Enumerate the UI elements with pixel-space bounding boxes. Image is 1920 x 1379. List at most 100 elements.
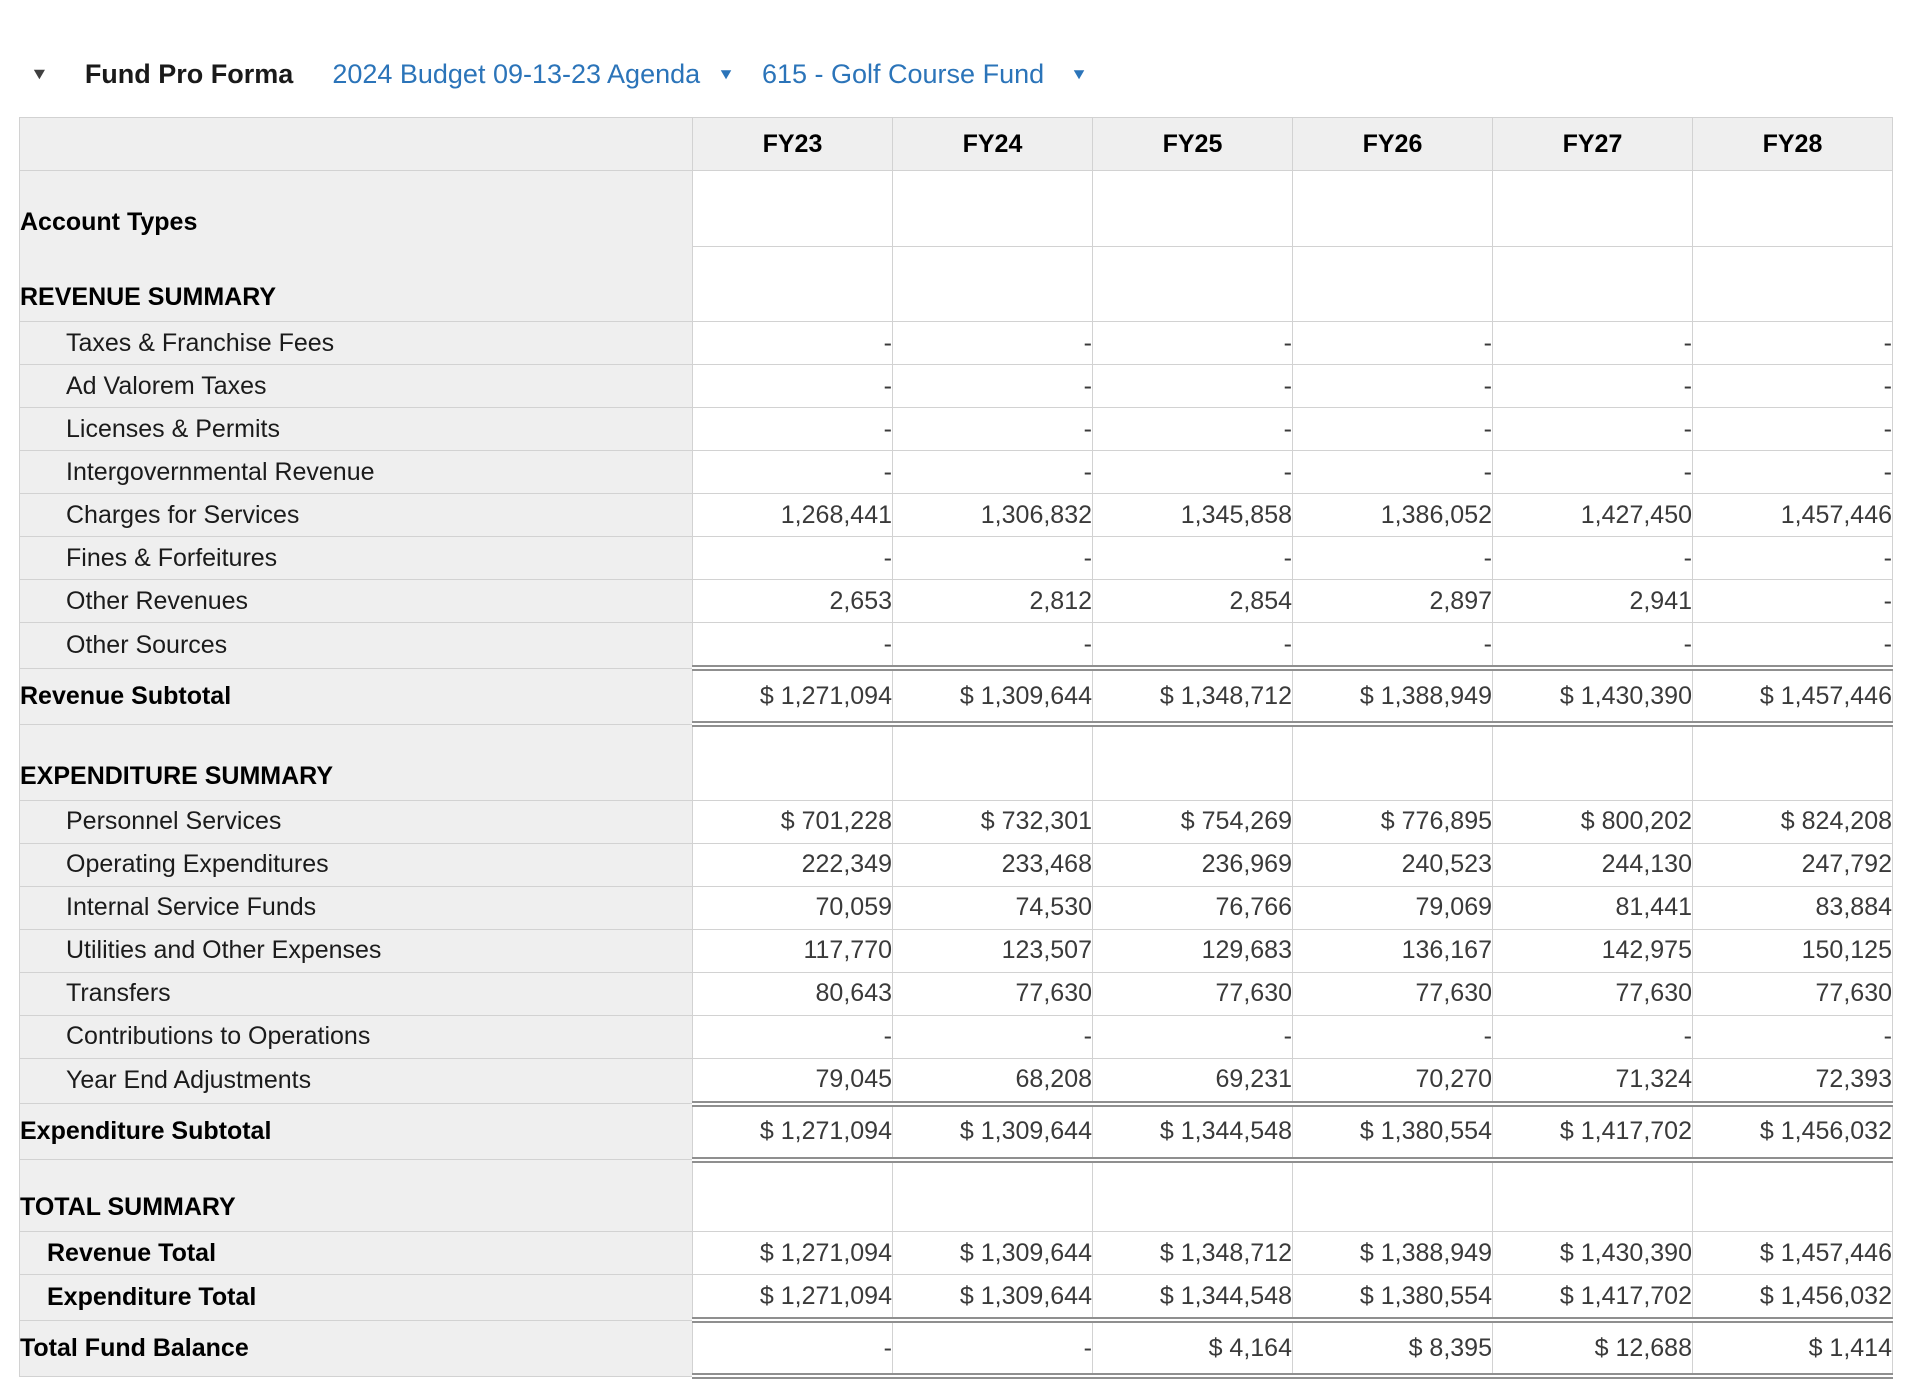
budget-selector-link[interactable]: 2024 Budget 09-13-23 Agenda bbox=[332, 58, 701, 89]
data-cell-fy24: $ 1,309,644 bbox=[892, 1100, 1093, 1163]
budget-dropdown-icon[interactable]: ▼ bbox=[717, 65, 735, 83]
data-cell-fy28 bbox=[1692, 723, 1893, 801]
data-cell-fy25: 77,630 bbox=[1092, 971, 1293, 1016]
row-label: Fines & Forfeitures bbox=[19, 536, 693, 580]
page-header: ▼ Fund Pro Forma 2024 Budget 09-13-23 Ag… bbox=[30, 56, 1088, 92]
fund-dropdown-icon[interactable]: ▼ bbox=[1070, 65, 1088, 83]
column-header-fy24: FY24 bbox=[892, 117, 1093, 171]
data-cell-fy23: - bbox=[692, 536, 893, 580]
data-cell-fy28: - bbox=[1692, 450, 1893, 494]
data-cell-fy25: - bbox=[1092, 450, 1293, 494]
data-cell-fy26: 240,523 bbox=[1292, 842, 1493, 887]
data-cell-fy24: 77,630 bbox=[892, 971, 1093, 1016]
collapse-caret-icon[interactable]: ▼ bbox=[30, 65, 49, 83]
data-cell-fy26: 70,270 bbox=[1292, 1057, 1493, 1104]
data-cell-fy25: - bbox=[1092, 536, 1293, 580]
row-label: TOTAL SUMMARY bbox=[19, 1159, 693, 1232]
data-cell-fy25: $ 1,348,712 bbox=[1092, 1231, 1293, 1275]
data-cell-fy27: - bbox=[1492, 536, 1693, 580]
data-cell-fy26 bbox=[1292, 723, 1493, 801]
data-cell-fy26: 2,897 bbox=[1292, 579, 1493, 623]
data-cell-fy27 bbox=[1492, 170, 1693, 247]
data-cell-fy23: - bbox=[692, 1317, 893, 1379]
row-label: Utilities and Other Expenses bbox=[19, 928, 693, 973]
data-cell-fy25 bbox=[1092, 245, 1293, 322]
row-label: Licenses & Permits bbox=[19, 407, 693, 451]
data-cell-fy25: - bbox=[1092, 407, 1293, 451]
data-cell-fy26: - bbox=[1292, 1014, 1493, 1059]
data-cell-fy25: $ 754,269 bbox=[1092, 799, 1293, 844]
data-cell-fy26: - bbox=[1292, 536, 1493, 580]
data-cell-fy24: $ 1,309,644 bbox=[892, 1231, 1093, 1275]
label-column-header bbox=[19, 117, 693, 171]
data-cell-fy24: - bbox=[892, 622, 1093, 669]
data-cell-fy27: $ 1,417,702 bbox=[1492, 1274, 1693, 1321]
table-row-ad-valorem-taxes: Ad Valorem Taxes - - - - - - bbox=[19, 364, 1893, 408]
data-cell-fy23: 80,643 bbox=[692, 971, 893, 1016]
data-cell-fy28: - bbox=[1692, 622, 1893, 669]
table-row-taxes-franchise-fees: Taxes & Franchise Fees - - - - - - bbox=[19, 321, 1893, 365]
data-cell-fy28: 77,630 bbox=[1692, 971, 1893, 1016]
data-cell-fy26: $ 1,380,554 bbox=[1292, 1274, 1493, 1321]
row-label: Operating Expenditures bbox=[19, 842, 693, 887]
data-cell-fy25 bbox=[1092, 1159, 1293, 1232]
data-cell-fy26: - bbox=[1292, 321, 1493, 365]
table-row-intergovernmental-revenue: Intergovernmental Revenue - - - - - - bbox=[19, 450, 1893, 494]
data-cell-fy27 bbox=[1492, 245, 1693, 322]
row-label: Revenue Total bbox=[19, 1231, 693, 1275]
row-label: Other Sources bbox=[19, 622, 693, 669]
table-row-transfers: Transfers 80,643 77,630 77,630 77,630 77,630 7… bbox=[19, 971, 1893, 1016]
fund-proforma-table: FY23 FY24 FY25 FY26 FY27 FY28 Account Types RE… bbox=[19, 117, 1893, 1379]
data-cell-fy25: $ 1,344,548 bbox=[1092, 1100, 1293, 1163]
data-cell-fy25: $ 1,344,548 bbox=[1092, 1274, 1293, 1321]
data-cell-fy27: 2,941 bbox=[1492, 579, 1693, 623]
row-label: Contributions to Operations bbox=[19, 1014, 693, 1059]
data-cell-fy27: - bbox=[1492, 450, 1693, 494]
table-row-expenditure-subtotal: Expenditure Subtotal $ 1,271,094 $ 1,309,6… bbox=[19, 1100, 1893, 1163]
table-row-revenue-summary: REVENUE SUMMARY bbox=[19, 245, 1893, 322]
column-header-fy26: FY26 bbox=[1292, 117, 1493, 171]
table-row-fines-forfeitures: Fines & Forfeitures - - - - - - bbox=[19, 536, 1893, 580]
data-cell-fy26 bbox=[1292, 245, 1493, 322]
table-row-other-revenues: Other Revenues 2,653 2,812 2,854 2,897 2,941- bbox=[19, 579, 1893, 623]
row-label: Taxes & Franchise Fees bbox=[19, 321, 693, 365]
data-cell-fy28: 72,393 bbox=[1692, 1057, 1893, 1104]
table-row-expenditure-summary: EXPENDITURE SUMMARY bbox=[19, 723, 1893, 801]
column-header-fy23: FY23 bbox=[692, 117, 893, 171]
table-row-charges-for-services: Charges for Services 1,268,441 1,306,832 1,… bbox=[19, 493, 1893, 537]
table-row-total-fund-balance: Total Fund Balance - - $ 4,164 $ 8,395 $ 12,6… bbox=[19, 1317, 1893, 1379]
data-cell-fy27: - bbox=[1492, 364, 1693, 408]
column-header-fy25: FY25 bbox=[1092, 117, 1293, 171]
row-label: Personnel Services bbox=[19, 799, 693, 844]
data-cell-fy25 bbox=[1092, 170, 1293, 247]
data-cell-fy28: $ 824,208 bbox=[1692, 799, 1893, 844]
row-label: Other Revenues bbox=[19, 579, 693, 623]
data-cell-fy26: - bbox=[1292, 364, 1493, 408]
data-cell-fy27 bbox=[1492, 1159, 1693, 1232]
data-cell-fy25: - bbox=[1092, 1014, 1293, 1059]
data-cell-fy24: 74,530 bbox=[892, 885, 1093, 930]
table-row-total-summary: TOTAL SUMMARY bbox=[19, 1159, 1893, 1232]
fund-selector-link[interactable]: 615 - Golf Course Fund bbox=[761, 58, 1045, 89]
data-cell-fy28 bbox=[1692, 245, 1893, 322]
data-cell-fy23: 79,045 bbox=[692, 1057, 893, 1104]
data-cell-fy28: 1,457,446 bbox=[1692, 493, 1893, 537]
data-cell-fy27: $ 1,417,702 bbox=[1492, 1100, 1693, 1163]
data-cell-fy23: 1,268,441 bbox=[692, 493, 893, 537]
data-cell-fy28: $ 1,457,446 bbox=[1692, 1231, 1893, 1275]
data-cell-fy28: 247,792 bbox=[1692, 842, 1893, 887]
data-cell-fy24: $ 1,309,644 bbox=[892, 1274, 1093, 1321]
data-cell-fy24: 68,208 bbox=[892, 1057, 1093, 1104]
data-cell-fy24: - bbox=[892, 536, 1093, 580]
data-cell-fy28: - bbox=[1692, 579, 1893, 623]
data-cell-fy23: 70,059 bbox=[692, 885, 893, 930]
data-cell-fy26 bbox=[1292, 1159, 1493, 1232]
row-label: Expenditure Subtotal bbox=[19, 1103, 693, 1160]
data-cell-fy27: 142,975 bbox=[1492, 928, 1693, 973]
data-cell-fy26 bbox=[1292, 170, 1493, 247]
column-header-fy28: FY28 bbox=[1692, 117, 1893, 171]
row-label: Total Fund Balance bbox=[19, 1319, 693, 1377]
data-cell-fy25 bbox=[1092, 723, 1293, 801]
data-cell-fy25: - bbox=[1092, 622, 1293, 669]
row-label: Expenditure Total bbox=[19, 1274, 693, 1321]
